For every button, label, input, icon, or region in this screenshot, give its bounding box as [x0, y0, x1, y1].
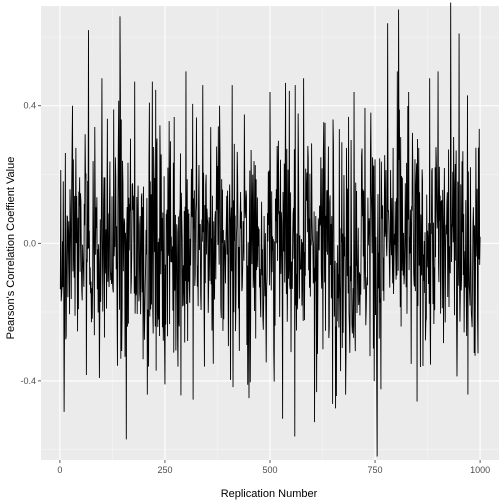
y-tick-label: 0.4: [23, 101, 36, 111]
y-tick-label: -0.4: [20, 376, 36, 386]
x-axis-title: Replication Number: [221, 488, 318, 500]
x-tick-label: 750: [368, 465, 383, 475]
x-tick-label: 500: [262, 465, 277, 475]
x-tick-label: 1000: [470, 465, 490, 475]
x-tick-label: 0: [57, 465, 62, 475]
axes: 0 250 500 750 1000 -0.4 0.0 0.4: [20, 101, 490, 475]
y-axis-title: Pearson's Correlation Coeffient Value: [5, 157, 17, 340]
series-layer: [59, 2, 481, 457]
series-line: [59, 2, 481, 457]
y-tick-label: 0.0: [23, 238, 36, 248]
x-tick-label: 250: [157, 465, 172, 475]
